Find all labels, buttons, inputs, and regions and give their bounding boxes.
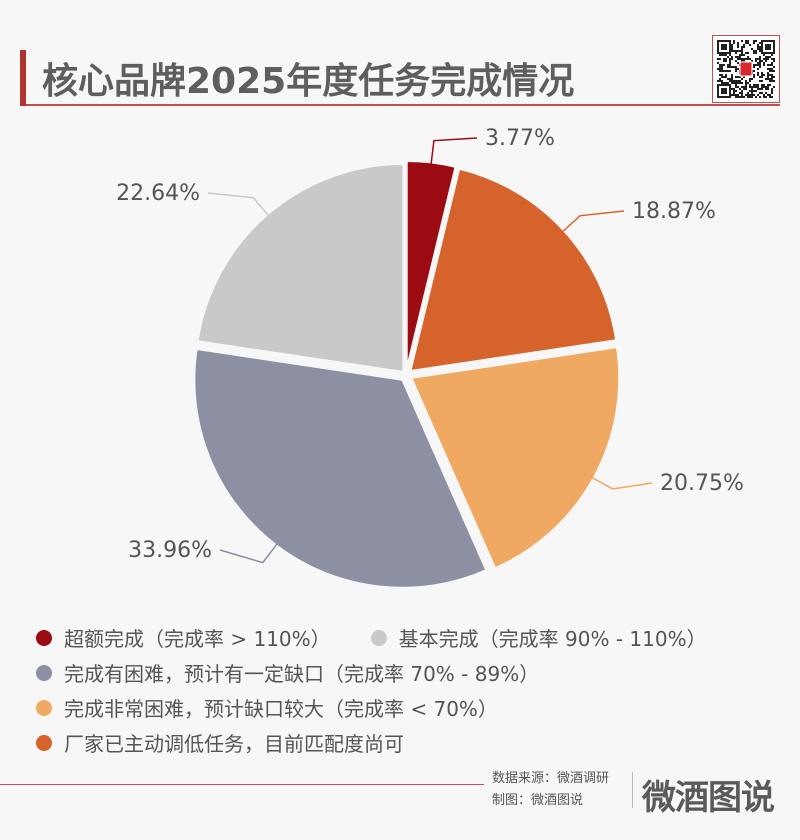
title-block: 核心品牌2025年度任务完成情况: [20, 50, 780, 106]
legend-swatch: [36, 664, 52, 681]
chart-title: 核心品牌2025年度任务完成情况: [42, 61, 575, 102]
leader-line: [580, 470, 653, 490]
legend-row: 超额完成（完成率 > 110%） 基本完成（完成率 90% - 110%）: [36, 620, 747, 655]
legend-swatch: [370, 629, 387, 646]
legend-swatch: [36, 699, 52, 716]
source-block: 数据来源：微酒调研 制图：微酒图说: [492, 768, 609, 812]
made-by-text: 制图：微酒图说: [492, 793, 584, 808]
data-label: 22.64%: [116, 181, 200, 206]
legend-item: 厂家已主动调低任务，目前匹配度尚可: [36, 728, 404, 757]
data-label: 33.96%: [128, 538, 212, 563]
leader-line: [552, 210, 625, 241]
legend-row: 完成非常困难，预计缺口较大（完成率 < 70%）: [36, 690, 747, 725]
legend-label: 完成有困难，预计有一定缺口（完成率 70% - 89%）: [64, 662, 540, 686]
legend-label: 厂家已主动调低任务，目前匹配度尚可: [64, 732, 404, 756]
legend-swatch: [36, 734, 52, 751]
source-text: 数据来源：微酒调研: [492, 771, 610, 786]
data-label: 3.77%: [485, 126, 555, 151]
leader-line: [219, 533, 286, 564]
data-label: 20.75%: [660, 471, 744, 496]
leader-line: [207, 192, 278, 226]
qr-code: [712, 35, 780, 103]
legend-item: 基本完成（完成率 90% - 110%）: [370, 623, 707, 652]
title-accent-bar: [20, 50, 26, 106]
legend-row: 完成有困难，预计有一定缺口（完成率 70% - 89%）: [36, 655, 747, 690]
pie-chart: 3.77% 18.87% 20.75% 33.96% 22.64%: [116, 126, 744, 589]
leader-line: [428, 137, 478, 178]
qr-logo: [739, 61, 753, 77]
legend-item: 超额完成（完成率 > 110%）: [36, 623, 331, 652]
data-label: 18.87%: [632, 199, 716, 224]
legend-item: 完成非常困难，预计缺口较大（完成率 < 70%）: [36, 693, 498, 722]
footer-separator: [632, 772, 633, 808]
legend-swatch: [36, 629, 52, 646]
legend-label: 完成非常困难，预计缺口较大（完成率 < 70%）: [64, 697, 498, 721]
footer-divider: [0, 784, 484, 785]
legend-label: 超额完成（完成率 > 110%）: [64, 627, 331, 651]
legend-item: 完成有困难，预计有一定缺口（完成率 70% - 89%）: [36, 658, 539, 687]
legend-row: 厂家已主动调低任务，目前匹配度尚可: [36, 725, 747, 760]
legend: 超额完成（完成率 > 110%） 基本完成（完成率 90% - 110%） 完成有困…: [36, 620, 747, 760]
logo: 微酒图说: [642, 778, 775, 818]
legend-label: 基本完成（完成率 90% - 110%）: [398, 627, 707, 651]
